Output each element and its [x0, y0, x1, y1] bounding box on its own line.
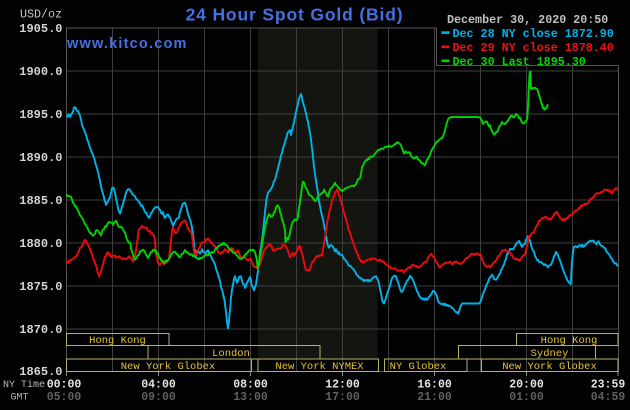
svg-text:1895.0: 1895.0: [19, 108, 62, 122]
svg-text:December 30, 2020 20:50: December 30, 2020 20:50: [447, 13, 608, 27]
svg-text:24 Hour Spot Gold (Bid): 24 Hour Spot Gold (Bid): [186, 5, 404, 25]
svg-text:00:00: 00:00: [47, 379, 82, 392]
svg-text:Dec 28 NY close 1872.90: Dec 28 NY close 1872.90: [453, 27, 614, 41]
svg-text:London: London: [212, 348, 250, 360]
svg-text:23:59: 23:59: [591, 379, 626, 392]
svg-text:1875.0: 1875.0: [19, 280, 62, 294]
svg-text:www.kitco.com: www.kitco.com: [66, 36, 188, 52]
svg-text:08:00: 08:00: [233, 379, 268, 392]
svg-text:1905.0: 1905.0: [19, 22, 62, 36]
svg-text:20:00: 20:00: [509, 379, 544, 392]
svg-text:04:59: 04:59: [591, 391, 626, 404]
svg-text:New York NYMEX: New York NYMEX: [275, 361, 364, 373]
svg-text:01:00: 01:00: [509, 391, 544, 404]
svg-text:16:00: 16:00: [417, 379, 452, 392]
svg-text:21:00: 21:00: [417, 391, 452, 404]
svg-text:Hong Kong: Hong Kong: [541, 335, 598, 347]
svg-text:Sydney: Sydney: [531, 348, 569, 360]
svg-text:Hong Kong: Hong Kong: [89, 335, 146, 347]
svg-text:Dec 30 Last 1895.30: Dec 30 Last 1895.30: [453, 55, 586, 69]
svg-text:1900.0: 1900.0: [19, 65, 62, 79]
svg-text:17:00: 17:00: [325, 391, 360, 404]
svg-text:1885.0: 1885.0: [19, 194, 62, 208]
svg-text:12:00: 12:00: [325, 379, 360, 392]
svg-text:New York Globex: New York Globex: [502, 361, 597, 373]
svg-text:NY Globex: NY Globex: [390, 361, 447, 373]
svg-text:Dec 29 NY close 1878.40: Dec 29 NY close 1878.40: [453, 41, 614, 55]
svg-text:05:00: 05:00: [47, 391, 82, 404]
svg-text:NY Time: NY Time: [3, 379, 45, 391]
svg-text:USD/oz: USD/oz: [20, 8, 62, 22]
svg-text:13:00: 13:00: [233, 391, 268, 404]
svg-text:1865.0: 1865.0: [19, 365, 62, 379]
svg-text:GMT: GMT: [11, 393, 29, 404]
svg-text:1880.0: 1880.0: [19, 237, 62, 251]
svg-text:New York Globex: New York Globex: [121, 361, 216, 373]
svg-text:09:00: 09:00: [141, 391, 176, 404]
svg-text:1890.0: 1890.0: [19, 151, 62, 165]
svg-text:1870.0: 1870.0: [19, 323, 62, 337]
svg-text:04:00: 04:00: [141, 379, 176, 392]
